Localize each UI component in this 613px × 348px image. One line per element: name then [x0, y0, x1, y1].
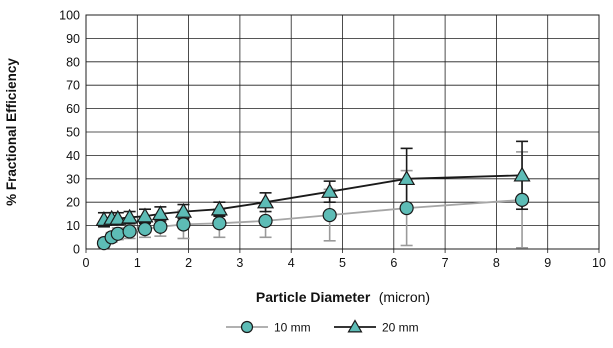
- y-tick-label: 40: [66, 149, 80, 163]
- data-point: [121, 208, 139, 224]
- y-tick-label: 90: [66, 32, 80, 46]
- data-point: [514, 192, 530, 207]
- series-2-markers: [95, 166, 531, 226]
- series-line: [103, 199, 523, 244]
- data-point: [212, 216, 227, 231]
- legend: 10 mm 20 mm: [226, 319, 419, 335]
- x-tick-label: 6: [390, 256, 397, 270]
- x-axis-label: Particle Diameter (micron): [256, 289, 430, 306]
- data-point: [137, 222, 153, 237]
- data-point: [321, 182, 339, 198]
- x-tick-label: 0: [83, 256, 90, 270]
- data-point: [398, 170, 416, 186]
- y-tick-label: 30: [66, 172, 80, 186]
- legend-label: 10 mm: [274, 321, 311, 335]
- y-tick-label: 60: [66, 102, 80, 116]
- legend-entry-10mm: 10 mm: [226, 321, 311, 335]
- data-point: [210, 200, 228, 216]
- x-tick-label: 2: [185, 256, 192, 270]
- x-axis-label-unit: (micron): [379, 289, 430, 305]
- legend-entry-20mm: 20 mm: [334, 319, 419, 335]
- data-point: [513, 166, 531, 182]
- x-tick-label: 3: [236, 256, 243, 270]
- x-tick-label: 9: [544, 256, 551, 270]
- y-tick-label: 100: [59, 9, 80, 23]
- data-point: [258, 213, 273, 229]
- y-tick-label: 80: [66, 55, 80, 69]
- data-point: [322, 207, 337, 223]
- y-axis-label: % Fractional Efficiency: [4, 58, 19, 206]
- data-point: [176, 217, 191, 232]
- x-tick-label: 8: [493, 256, 500, 270]
- x-tick-label: 4: [288, 256, 295, 270]
- data-point: [257, 193, 275, 209]
- data-point: [153, 219, 168, 234]
- data-point: [399, 200, 414, 216]
- x-axis-label-text: Particle Diameter: [256, 289, 371, 305]
- y-tick-label: 10: [66, 219, 80, 233]
- y-tick-label: 20: [66, 196, 80, 210]
- x-tick-label: 1: [134, 256, 141, 270]
- data-point: [136, 207, 154, 223]
- legend-marker: [240, 320, 254, 334]
- data-point: [110, 226, 125, 241]
- data-point: [122, 224, 137, 239]
- axes: 0 10 20 30 40 50 60 70 80 90 100 0 1 2 3 4 5 6 7 8 9 10: [59, 9, 606, 271]
- legend-marker: [347, 319, 363, 333]
- y-tick-label: 50: [66, 126, 80, 140]
- data-point: [151, 205, 169, 221]
- x-tick-label: 10: [592, 256, 606, 270]
- y-tick-label: 70: [66, 79, 80, 93]
- y-tick-label: 0: [73, 243, 80, 257]
- series-line: [103, 174, 523, 221]
- x-tick-label: 5: [339, 256, 346, 270]
- series-layer: [95, 140, 531, 251]
- plot-frame: [85, 14, 600, 250]
- x-tick-label: 7: [442, 256, 449, 270]
- data-point: [109, 209, 127, 225]
- series-1-markers: [96, 192, 530, 251]
- legend-label: 20 mm: [382, 321, 419, 335]
- data-point: [174, 202, 193, 218]
